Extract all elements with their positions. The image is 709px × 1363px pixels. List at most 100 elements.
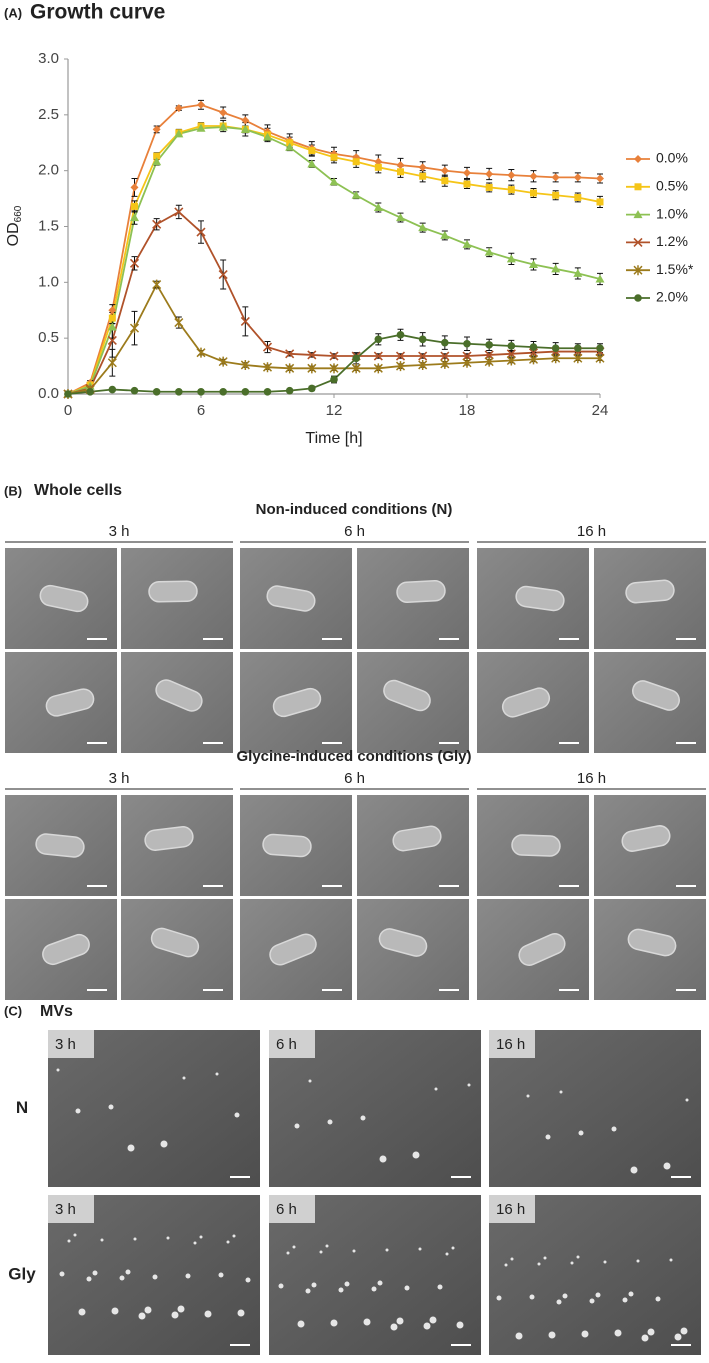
vesicle [199, 1235, 203, 1239]
time-header: 6 h [344, 523, 365, 540]
marker [152, 387, 161, 396]
marker [240, 359, 250, 370]
marker [263, 132, 272, 141]
marker [196, 227, 206, 237]
y-label-sub: 660 [13, 205, 24, 222]
vesicle [655, 1296, 661, 1302]
marker [174, 104, 183, 113]
cell [262, 833, 312, 858]
vesicle [578, 1130, 584, 1136]
marker [507, 171, 516, 180]
cell [518, 933, 566, 966]
time-box [489, 1030, 535, 1058]
time-header: 3 h [109, 523, 130, 540]
vesicle [232, 1234, 236, 1238]
vesicle [526, 1094, 530, 1098]
marker [573, 173, 582, 182]
cell [625, 579, 675, 604]
marker [551, 173, 560, 182]
marker [175, 387, 183, 396]
time-box [269, 1030, 315, 1058]
cell [621, 825, 671, 852]
vesicle [630, 1166, 638, 1174]
marker [633, 265, 643, 276]
panel-label: (A) [4, 5, 22, 20]
marker [418, 223, 428, 232]
marker [574, 193, 582, 201]
marker [463, 180, 471, 188]
marker [107, 357, 117, 368]
group-title: Non-induced conditions (N) [256, 501, 453, 518]
vesicle [589, 1298, 595, 1304]
marker [285, 363, 295, 374]
vesicle [182, 1076, 186, 1080]
vesicle [504, 1263, 508, 1267]
legend-label: 1.5%* [656, 261, 694, 277]
marker [484, 247, 494, 256]
marker [633, 210, 643, 219]
marker [634, 183, 642, 191]
x-tick-label: 18 [459, 402, 476, 419]
panel-label: (B) [4, 483, 22, 498]
marker [396, 161, 405, 170]
marker [529, 259, 538, 268]
vesicle [510, 1257, 514, 1261]
vesicle [603, 1260, 607, 1264]
cell [515, 585, 565, 612]
marker [107, 322, 117, 331]
marker [152, 219, 162, 229]
legend-label: 2.0% [656, 289, 688, 305]
marker [197, 100, 205, 109]
vesicle [127, 1144, 135, 1152]
vesicle [467, 1083, 471, 1087]
marker [174, 317, 184, 328]
time-label: 3 h [55, 1036, 76, 1053]
marker [131, 202, 138, 210]
marker [485, 183, 493, 191]
vesicle [92, 1270, 98, 1276]
marker [462, 357, 472, 368]
legend-label: 1.2% [656, 233, 688, 249]
vesicle [292, 1245, 296, 1249]
legend-label: 0.5% [656, 178, 688, 194]
marker [596, 174, 604, 183]
marker [152, 279, 162, 290]
vesicle [385, 1248, 389, 1252]
marker [419, 172, 427, 180]
y-tick-label: 3.0 [38, 50, 59, 67]
marker [595, 353, 605, 364]
vesicle [352, 1249, 356, 1253]
marker [262, 362, 273, 373]
vesicle [537, 1262, 541, 1266]
group-title: Glycine-induced conditions (Gly) [236, 748, 471, 765]
marker [196, 347, 206, 358]
vesicle [297, 1320, 305, 1328]
vesicle [456, 1321, 464, 1329]
marker [528, 354, 539, 365]
vesicle [614, 1329, 622, 1337]
vesicle [56, 1068, 60, 1072]
vesicle [451, 1246, 455, 1250]
vesicle [311, 1282, 317, 1288]
marker [352, 158, 360, 166]
marker [307, 363, 317, 374]
cell [378, 928, 428, 957]
vesicle [59, 1271, 65, 1277]
vesicle [177, 1305, 185, 1313]
vesicle [360, 1115, 366, 1121]
cell [383, 679, 431, 712]
vesicle [548, 1331, 556, 1339]
vesicle [78, 1308, 86, 1316]
vesicle [685, 1098, 689, 1102]
time-header: 16 h [577, 523, 606, 540]
vesicle [245, 1277, 251, 1283]
cell [266, 585, 316, 612]
vesicle [234, 1112, 240, 1118]
vesicle [218, 1272, 224, 1278]
marker [153, 152, 161, 160]
marker [551, 353, 561, 364]
marker [441, 338, 449, 347]
vesicle [556, 1299, 562, 1305]
legend-label: 1.0% [656, 205, 688, 221]
marker [374, 163, 382, 171]
